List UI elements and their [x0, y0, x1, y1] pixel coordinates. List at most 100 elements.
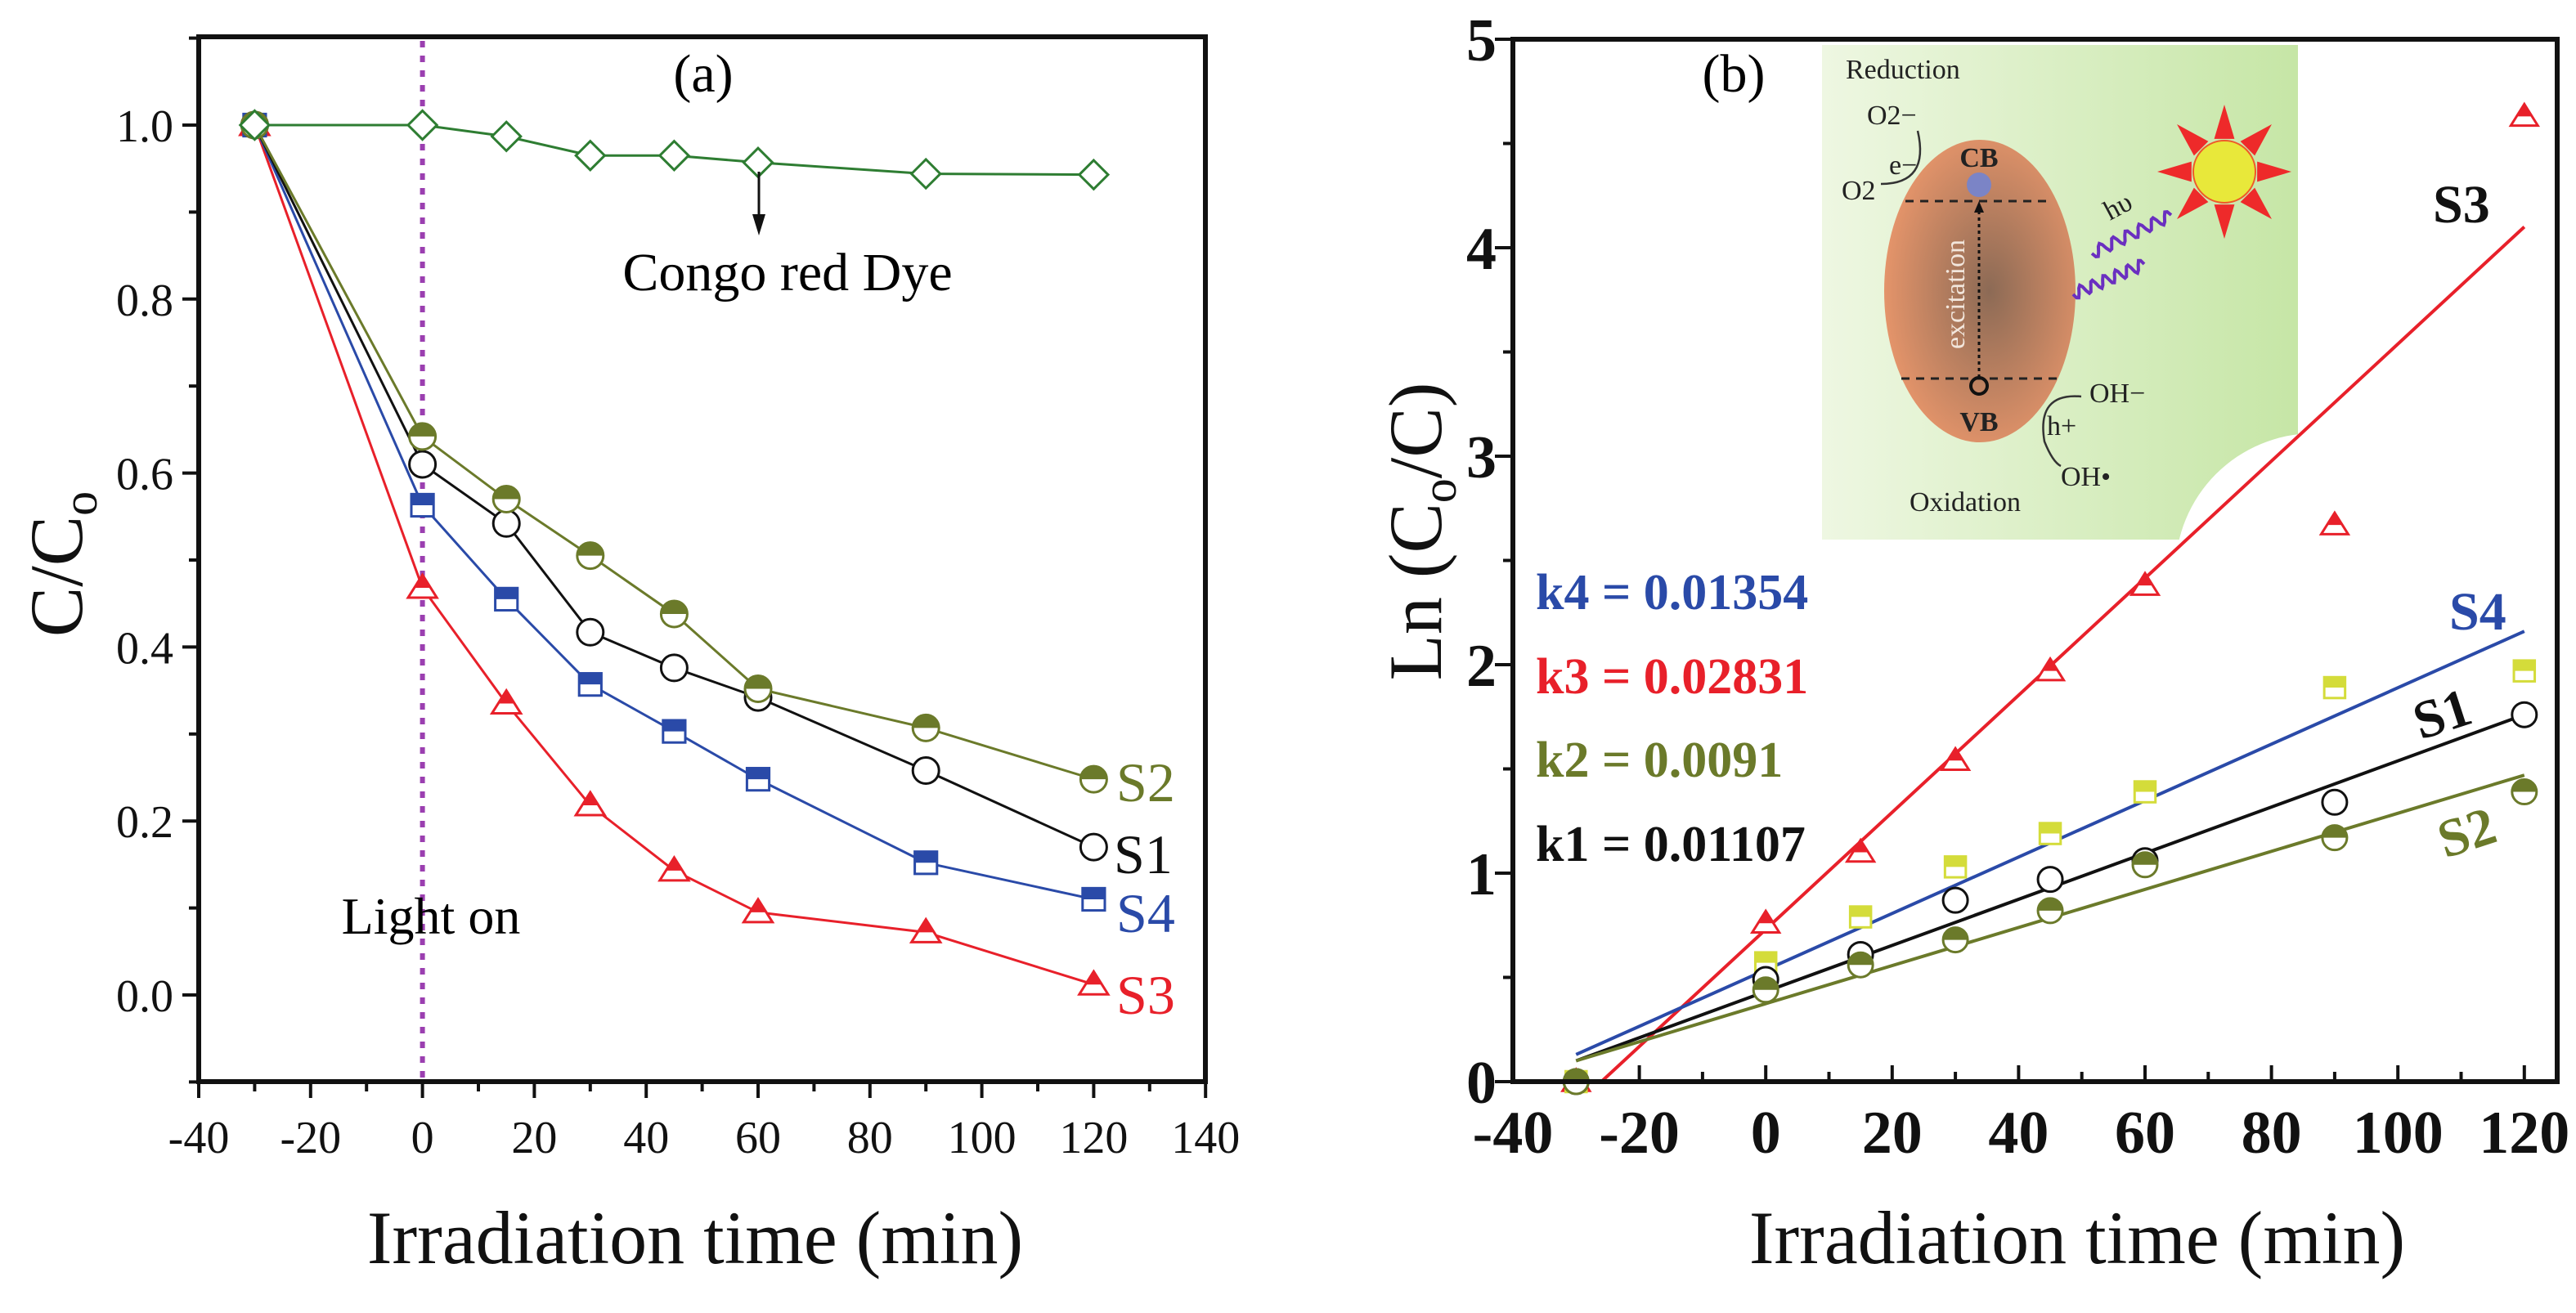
- s4-marker: [494, 586, 519, 612]
- x-tick-label: -20: [1599, 1100, 1680, 1167]
- y-tick-label: 1: [1466, 841, 1497, 908]
- congo-red-dye-marker-outline: [574, 139, 607, 172]
- s3-marker: [489, 688, 523, 715]
- s1-line: [254, 124, 1095, 849]
- s3-marker-fill: [1757, 911, 1774, 924]
- s3-marker: [1939, 746, 1972, 772]
- sun-ray: [2177, 124, 2209, 156]
- s2-marker-fill: [2322, 825, 2347, 838]
- panel-b-x-title: Irradiation time (min): [1749, 1196, 2405, 1279]
- electron-ball-icon: [1967, 173, 1991, 197]
- s1-marker-outline: [2036, 866, 2064, 894]
- s1-marker: [576, 617, 605, 647]
- s3-fit-label: S3: [2433, 175, 2490, 235]
- panel-b-series: [1560, 101, 2541, 1096]
- s1-marker-outline: [659, 653, 689, 683]
- y-tick-label: 0.6: [116, 450, 173, 500]
- x-tick-label: 80: [847, 1113, 893, 1163]
- s4-marker: [2322, 675, 2347, 700]
- s3-fit-line: [1600, 226, 2526, 1083]
- s4-marker-fill: [411, 494, 434, 505]
- y-tick-label: 3: [1466, 424, 1497, 491]
- s2-marker: [576, 541, 605, 571]
- s2-label: S2: [1116, 751, 1175, 813]
- s3-marker: [2508, 101, 2541, 128]
- s2-marker: [911, 713, 940, 742]
- excitation-arrow-head: [1974, 201, 1984, 213]
- s2-marker: [2131, 851, 2159, 879]
- s2-marker: [1941, 926, 1969, 954]
- x-tick-label: -40: [168, 1113, 230, 1163]
- o2-minus-label: O2−: [1867, 101, 1917, 131]
- s3-marker: [406, 572, 439, 599]
- s1-fit-label: S1: [2406, 677, 2479, 751]
- x-tick-label: 80: [2242, 1100, 2302, 1167]
- s2-marker-fill: [1753, 977, 1779, 990]
- dye-label: Congo red Dye: [622, 243, 952, 302]
- sun-ray: [2177, 187, 2209, 219]
- s1-marker: [659, 653, 689, 683]
- congo-red-dye-marker-outline: [657, 139, 691, 172]
- k2-label: k2 = 0.0091: [1536, 733, 1783, 788]
- reduction-arrow: [1880, 130, 1922, 186]
- s3-marker: [1749, 908, 1782, 934]
- congo-red-dye-marker: [238, 109, 272, 141]
- y-tick-label: 0.2: [116, 797, 173, 848]
- sun-ray: [2214, 204, 2235, 239]
- oxidation-label: Oxidation: [1910, 487, 2021, 518]
- s1-marker: [491, 509, 521, 538]
- x-tick-label: -40: [1473, 1100, 1554, 1167]
- s1-marker-outline: [1079, 832, 1108, 862]
- panel-a-label: (a): [673, 44, 733, 104]
- s2-marker: [408, 422, 438, 451]
- congo-red-dye-marker-outline: [238, 109, 272, 141]
- light-on-label: Light on: [342, 887, 521, 945]
- sun-ray: [2157, 161, 2192, 182]
- s1-marker: [2036, 866, 2064, 894]
- x-tick-label: 120: [1059, 1113, 1128, 1163]
- s4-marker-fill: [747, 768, 770, 780]
- s4-marker: [1848, 905, 1873, 929]
- s3-marker-fill: [414, 575, 431, 589]
- congo-red-dye-marker: [406, 109, 439, 141]
- s4-marker-fill: [2134, 781, 2156, 792]
- panel-a-y-title: C/Co: [15, 491, 107, 637]
- k4-label: k4 = 0.01354: [1536, 565, 1808, 621]
- s2-marker-fill: [1564, 1069, 1589, 1082]
- y-tick-label: 1.0: [116, 101, 173, 152]
- s3-marker-fill: [2137, 573, 2153, 586]
- s4-marker-fill: [2324, 677, 2345, 688]
- s4-marker-fill: [1082, 888, 1105, 899]
- s2-marker-fill: [493, 486, 520, 500]
- s2-marker-fill: [2038, 898, 2063, 911]
- s4-marker-fill: [2040, 822, 2061, 834]
- x-tick-label: 20: [1862, 1100, 1923, 1167]
- y-tick-label: 0.8: [116, 276, 173, 326]
- x-tick-label: 140: [1171, 1113, 1240, 1163]
- s4-marker: [2038, 822, 2062, 845]
- s3-marker-fill: [1085, 971, 1102, 985]
- x-tick-label: 0: [1751, 1100, 1781, 1167]
- congo-red-dye-marker: [490, 120, 523, 153]
- s1-label: S1: [1114, 823, 1173, 885]
- s4-marker: [1943, 855, 1968, 879]
- s4-marker: [2512, 659, 2537, 683]
- s2-marker-fill: [913, 715, 940, 728]
- sun-disc: [2192, 140, 2256, 204]
- congo-red-dye-marker-outline: [406, 109, 439, 141]
- sun-ray: [2214, 105, 2235, 139]
- s3-marker-fill: [2516, 104, 2533, 117]
- k3-label: k3 = 0.02831: [1536, 649, 1808, 705]
- s2-marker-fill: [1080, 766, 1107, 780]
- s1-marker: [911, 755, 940, 785]
- x-tick-label: 40: [623, 1113, 669, 1163]
- s3-line: [253, 124, 1094, 986]
- s2-marker: [1752, 976, 1779, 1004]
- s4-marker: [1081, 886, 1106, 912]
- s4-marker: [745, 767, 771, 792]
- x-tick-label: 60: [2115, 1100, 2175, 1167]
- s3-marker-fill: [581, 792, 599, 806]
- panel-b-chart: -40 -20 0 20 40 60 80 100 120 0 1 2 3 4 5 Reduction O2…: [1374, 7, 2569, 1279]
- s2-marker-fill: [577, 542, 604, 556]
- s3-marker-fill: [1852, 840, 1869, 853]
